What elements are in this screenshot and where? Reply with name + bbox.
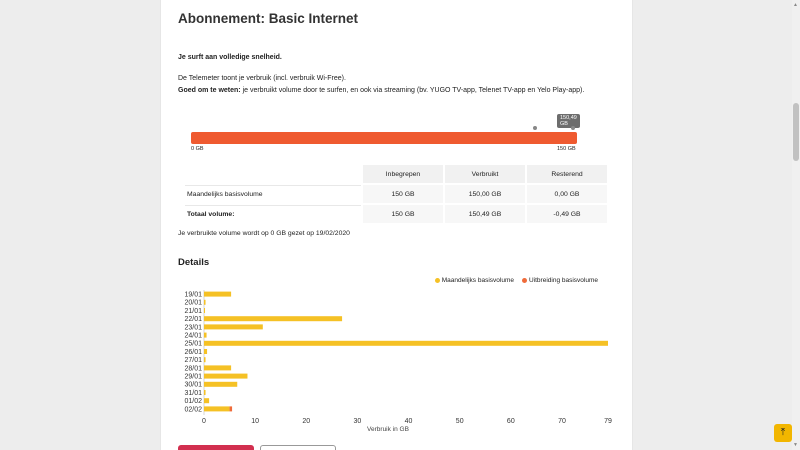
y-tick-label: 20/01 xyxy=(184,300,202,307)
bar-basic xyxy=(204,406,230,412)
table-row: Maandelijks basisvolume 150 GB 150,00 GB… xyxy=(185,185,607,203)
x-tick-label: 60 xyxy=(507,418,515,425)
good-label: Goed om te weten: xyxy=(178,86,241,94)
bar-basic xyxy=(204,332,207,338)
legend-label: Maandelijks basisvolume xyxy=(441,277,514,284)
header-included: Inbegrepen xyxy=(363,165,443,183)
scrollbar-thumb[interactable] xyxy=(793,103,799,161)
legend-swatch xyxy=(434,277,440,283)
bar-basic xyxy=(204,291,232,297)
table-cell: 150,00 GB xyxy=(445,185,525,203)
x-tick-label: 0 xyxy=(202,418,206,425)
bar-basic xyxy=(204,299,206,305)
y-tick-label: 25/01 xyxy=(184,341,202,348)
y-tick-label: 31/01 xyxy=(184,390,202,397)
legend-swatch xyxy=(521,277,527,283)
bar-basic xyxy=(204,373,248,379)
bar-basic xyxy=(204,308,206,313)
bar-basic xyxy=(204,324,263,330)
row-label: Maandelijks basisvolume xyxy=(185,185,361,203)
legend-label: Uitbreiding basisvolume xyxy=(528,277,598,284)
table-row: Totaal volume: 150 GB 150,49 GB -0,49 GB xyxy=(185,205,607,223)
bar-extension xyxy=(229,406,233,412)
reset-note: Je verbruikte volume wordt op 0 GB gezet… xyxy=(178,230,350,237)
page-title: Abonnement: Basic Internet xyxy=(178,11,359,26)
y-tick-label: 19/01 xyxy=(184,292,202,299)
telemeter-text: De Telemeter toont je verbruik (incl. ve… xyxy=(178,75,346,82)
usage-meter: 150,49 GB 0 GB 150 GB xyxy=(191,114,580,154)
bar-basic xyxy=(204,340,608,346)
details-heading: Details xyxy=(178,257,210,268)
bar-basic xyxy=(204,381,238,387)
usage-bar xyxy=(191,132,577,144)
x-axis-label: Verbruik in GB xyxy=(367,426,409,433)
usage-max-label: 150 GB xyxy=(557,146,576,152)
secondary-button[interactable] xyxy=(260,445,336,450)
y-tick-label: 28/01 xyxy=(184,365,202,372)
chart-legend: Maandelijks basisvolume Uitbreiding basi… xyxy=(434,277,598,284)
scroll-up-icon[interactable]: ▲ xyxy=(793,2,798,8)
subscription-card: Abonnement: Basic Internet Je surft aan … xyxy=(160,0,633,450)
y-tick-label: 02/02 xyxy=(184,406,202,413)
table-corner xyxy=(185,165,361,183)
legend-item-extension[interactable]: Uitbreiding basisvolume xyxy=(521,277,598,284)
y-tick-label: 22/01 xyxy=(184,316,202,323)
row-label-total: Totaal volume: xyxy=(185,205,361,223)
x-tick-label: 79 xyxy=(604,418,612,425)
usage-table: Inbegrepen Verbruikt Resterend Maandelij… xyxy=(183,163,609,225)
scroll-down-icon[interactable]: ▼ xyxy=(793,442,798,448)
y-tick-label: 30/01 xyxy=(184,382,202,389)
y-tick-label: 01/02 xyxy=(184,398,202,405)
info-paragraph: De Telemeter toont je verbruik (incl. ve… xyxy=(178,73,584,96)
good-text: je verbruikt volume door te surfen, en o… xyxy=(240,86,585,94)
x-tick-label: 70 xyxy=(558,418,566,425)
x-tick-label: 50 xyxy=(456,418,464,425)
y-tick-label: 24/01 xyxy=(184,333,202,340)
y-tick-label: 29/01 xyxy=(184,374,202,381)
x-tick-label: 10 xyxy=(251,418,259,425)
y-tick-label: 26/01 xyxy=(184,349,202,356)
y-tick-label: 23/01 xyxy=(184,324,202,331)
bar-basic xyxy=(204,365,232,371)
back-to-top-button[interactable]: ⤒ xyxy=(774,424,792,442)
table-header-row: Inbegrepen Verbruikt Resterend xyxy=(185,165,607,183)
table-cell: 150,49 GB xyxy=(445,205,525,223)
header-used: Verbruikt xyxy=(445,165,525,183)
y-tick-label: 21/01 xyxy=(184,308,202,315)
header-remaining: Resterend xyxy=(527,165,607,183)
primary-button[interactable] xyxy=(178,445,254,450)
table-cell: -0,49 GB xyxy=(527,205,607,223)
used-marker xyxy=(571,126,575,130)
x-tick-label: 30 xyxy=(354,418,362,425)
x-tick-label: 40 xyxy=(405,418,413,425)
usage-tooltip: 150,49 GB xyxy=(557,114,580,128)
bar-basic xyxy=(204,357,206,363)
table-cell: 0,00 GB xyxy=(527,185,607,203)
table-cell: 150 GB xyxy=(363,185,443,203)
arrow-up-to-top-icon: ⤒ xyxy=(780,427,786,438)
bar-basic xyxy=(204,398,210,404)
table-cell: 150 GB xyxy=(363,205,443,223)
bar-basic xyxy=(204,390,206,395)
page-scrollbar[interactable]: ▲ ▼ xyxy=(792,0,800,450)
bar-basic xyxy=(204,349,208,354)
x-tick-label: 20 xyxy=(302,418,310,425)
y-tick-label: 27/01 xyxy=(184,357,202,364)
good-to-know: Goed om te weten: je verbruikt volume do… xyxy=(178,85,584,97)
speed-status: Je surft aan volledige snelheid. xyxy=(178,54,282,61)
legend-item-basic[interactable]: Maandelijks basisvolume xyxy=(434,277,514,284)
limit-marker xyxy=(533,126,537,130)
bar-basic xyxy=(204,316,343,322)
usage-min-label: 0 GB xyxy=(191,146,204,152)
